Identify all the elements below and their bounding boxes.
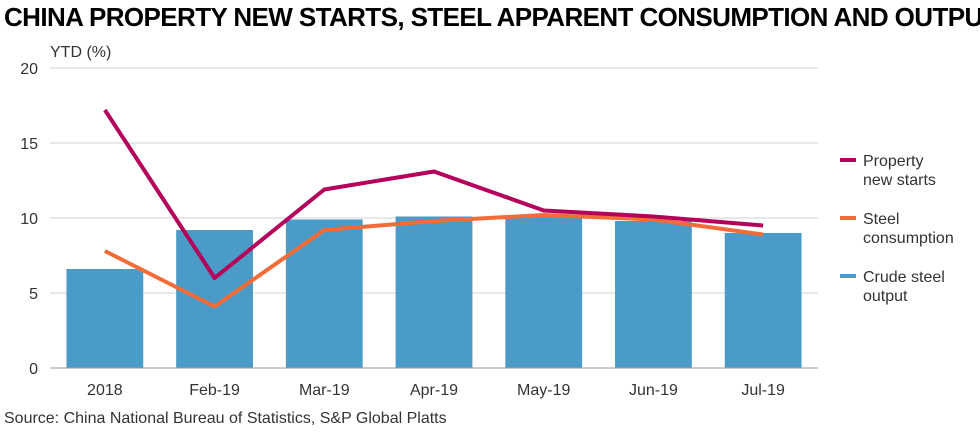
x-tick-label: Feb-19 — [189, 382, 240, 399]
legend: Property new starts Steel consumption Crude … — [840, 153, 954, 305]
y-tick-label: 15 — [20, 136, 38, 153]
legend-crude-steel-output-label: output — [863, 288, 908, 305]
legend-property-new-starts-label: Property — [863, 153, 923, 170]
legend-property-new-starts-label: new starts — [863, 172, 936, 189]
bar-crude-steel-output — [66, 269, 144, 368]
x-tick-label: Mar-19 — [299, 382, 350, 399]
line-property-new-starts — [103, 108, 764, 280]
line-steel-consumption — [103, 213, 764, 309]
x-tick-label: Jul-19 — [741, 382, 785, 399]
chart-title: CHINA PROPERTY NEW STARTS, STEEL APPAREN… — [4, 2, 980, 32]
x-tick-label: Jun-19 — [629, 382, 678, 399]
legend-steel-consumption-label: Steel — [863, 211, 899, 228]
y-tick-label: 0 — [29, 361, 38, 378]
y-tick-label: 5 — [29, 286, 38, 303]
bars — [66, 215, 802, 368]
x-tick-label: May-19 — [517, 382, 570, 399]
bar-crude-steel-output — [395, 216, 473, 368]
y-tick-label: 10 — [20, 211, 38, 228]
axes: 0 5 10 15 20 2018 Feb-19 Mar-19 Apr-19 May-19 Jun-… — [20, 61, 818, 399]
x-tick-label: Apr-19 — [410, 382, 458, 399]
source-note: Source: China National Bureau of Statist… — [4, 410, 447, 427]
lines — [103, 108, 764, 309]
x-tick-label: 2018 — [87, 382, 123, 399]
chart: YTD (%) 0 5 10 15 20 2018 Feb-19 Mar-19 Apr-19 Ma… — [20, 44, 954, 399]
y-tick-label: 20 — [20, 61, 38, 78]
bar-crude-steel-output — [505, 215, 583, 368]
bar-crude-steel-output — [176, 230, 253, 368]
bar-crude-steel-output — [724, 233, 802, 368]
y-axis-label: YTD (%) — [50, 44, 111, 61]
bar-crude-steel-output — [615, 221, 692, 368]
legend-crude-steel-output-label: Crude steel — [863, 269, 945, 286]
legend-steel-consumption-label: consumption — [863, 230, 954, 247]
bar-crude-steel-output — [285, 219, 363, 368]
